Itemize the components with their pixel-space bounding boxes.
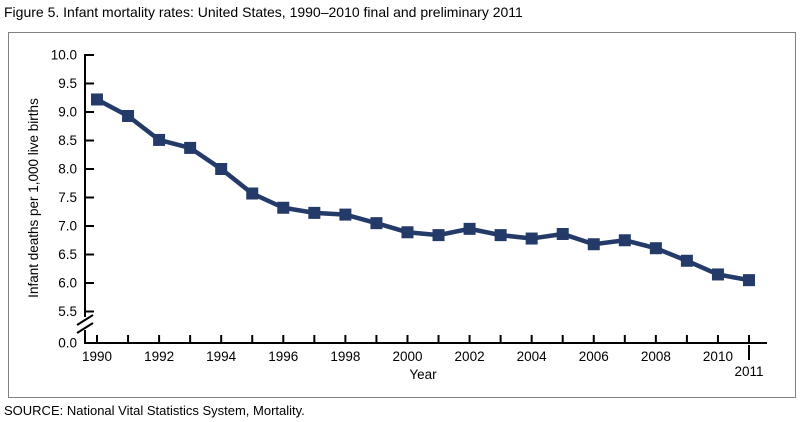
y-tick-label: 10.0: [51, 48, 77, 63]
data-point-marker: [246, 187, 259, 200]
x-tick-label: 2006: [579, 349, 609, 364]
x-tick-label-2011: 2011: [734, 364, 763, 379]
y-axis-title: Infant deaths per 1,000 live births: [26, 98, 41, 298]
trend-line: [95, 97, 750, 283]
y-tick-label: 7.0: [58, 219, 77, 234]
data-point-marker: [370, 217, 383, 230]
data-point-marker: [215, 163, 228, 175]
data-point-marker: [494, 229, 507, 242]
x-tick-label: 2008: [641, 349, 671, 364]
data-point-marker: [463, 222, 476, 235]
data-point-marker: [91, 93, 103, 106]
y-axis-break-slash: [76, 314, 94, 326]
y-tick-label: 6.5: [58, 247, 77, 262]
x-tick-label: 2002: [455, 349, 485, 364]
x-tick-label: 1992: [144, 349, 174, 364]
data-point-marker: [432, 229, 445, 242]
data-point-marker: [743, 274, 755, 287]
data-point-marker: [184, 141, 197, 154]
y-tick-label: 0.0: [58, 336, 77, 351]
x-tick-label: 1990: [82, 349, 112, 364]
y-tick-label: 8.5: [58, 133, 77, 148]
data-point-marker: [277, 201, 290, 214]
y-tick-label: 8.0: [58, 162, 77, 177]
data-point-marker: [680, 254, 693, 267]
data-point-marker: [587, 238, 600, 251]
x-tick-label: 1994: [206, 349, 237, 364]
chart-frame: 0.0 5.5 6.0 6.5 7.0 7.5 8.0 8.5 9.0 9.5 10.0 1990 19…: [8, 32, 796, 398]
y-tick-label: 5.5: [58, 304, 77, 319]
y-axis-break-slash: [76, 322, 94, 334]
y-tick-label: 7.5: [58, 190, 77, 205]
data-point-marker: [122, 109, 135, 122]
data-point-marker: [525, 232, 538, 245]
y-tick-label: 9.0: [58, 105, 77, 120]
x-tick-label: 1996: [268, 349, 298, 364]
data-point-marker: [618, 234, 631, 247]
data-point-marker: [401, 226, 414, 239]
x-axis-title: Year: [409, 367, 437, 382]
x-tick-label: 2010: [703, 349, 733, 364]
data-point-marker: [308, 206, 321, 219]
x-tick-label: 2000: [392, 349, 422, 364]
data-point-marker: [153, 133, 166, 146]
x-tick-label: 1998: [330, 349, 360, 364]
y-tick-label: 9.5: [58, 76, 77, 91]
line-chart-plot: 0.0 5.5 6.0 6.5 7.0 7.5 8.0 8.5 9.0 9.5 10.0 1990 19…: [26, 48, 767, 382]
data-point-marker: [649, 242, 662, 255]
y-tick-label: 6.0: [58, 276, 77, 291]
x-tick-label: 2004: [517, 349, 548, 364]
data-point-marker: [556, 227, 569, 240]
source-note: SOURCE: National Vital Statistics System…: [4, 403, 305, 418]
figure-title: Figure 5. Infant mortality rates: United…: [4, 4, 523, 20]
data-point-marker: [339, 208, 352, 221]
data-point-marker: [711, 268, 724, 281]
